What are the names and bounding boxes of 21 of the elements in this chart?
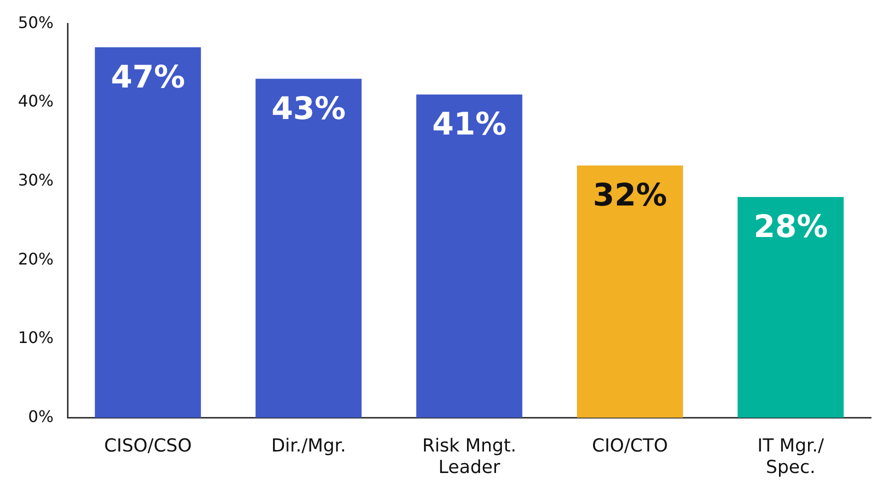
data-label: 47% bbox=[110, 59, 186, 96]
data-label: 43% bbox=[271, 90, 346, 127]
y-tick-label: 50% bbox=[18, 12, 54, 32]
x-tick-label: Risk Mngt. Leader bbox=[422, 435, 516, 478]
y-tick-label: 40% bbox=[18, 92, 54, 111]
x-tick-label: CIO/CTO bbox=[592, 435, 668, 456]
bar bbox=[94, 47, 201, 418]
x-tick-label: IT Mgr./ Spec. bbox=[757, 435, 825, 478]
y-tick-label: 20% bbox=[18, 249, 54, 268]
bar bbox=[576, 166, 683, 418]
x-tick-label: Dir./Mgr. bbox=[271, 435, 346, 456]
y-tick-label: 30% bbox=[18, 170, 54, 190]
data-label: 41% bbox=[432, 106, 506, 143]
data-label: 32% bbox=[592, 178, 668, 214]
y-tick-label: 0% bbox=[28, 406, 54, 426]
x-tick-label: CISO/CSO bbox=[104, 435, 192, 456]
bar bbox=[416, 94, 522, 418]
data-label: 28% bbox=[754, 209, 828, 246]
bar bbox=[256, 78, 362, 418]
y-tick-label: 10% bbox=[18, 328, 54, 348]
bar bbox=[738, 197, 844, 418]
